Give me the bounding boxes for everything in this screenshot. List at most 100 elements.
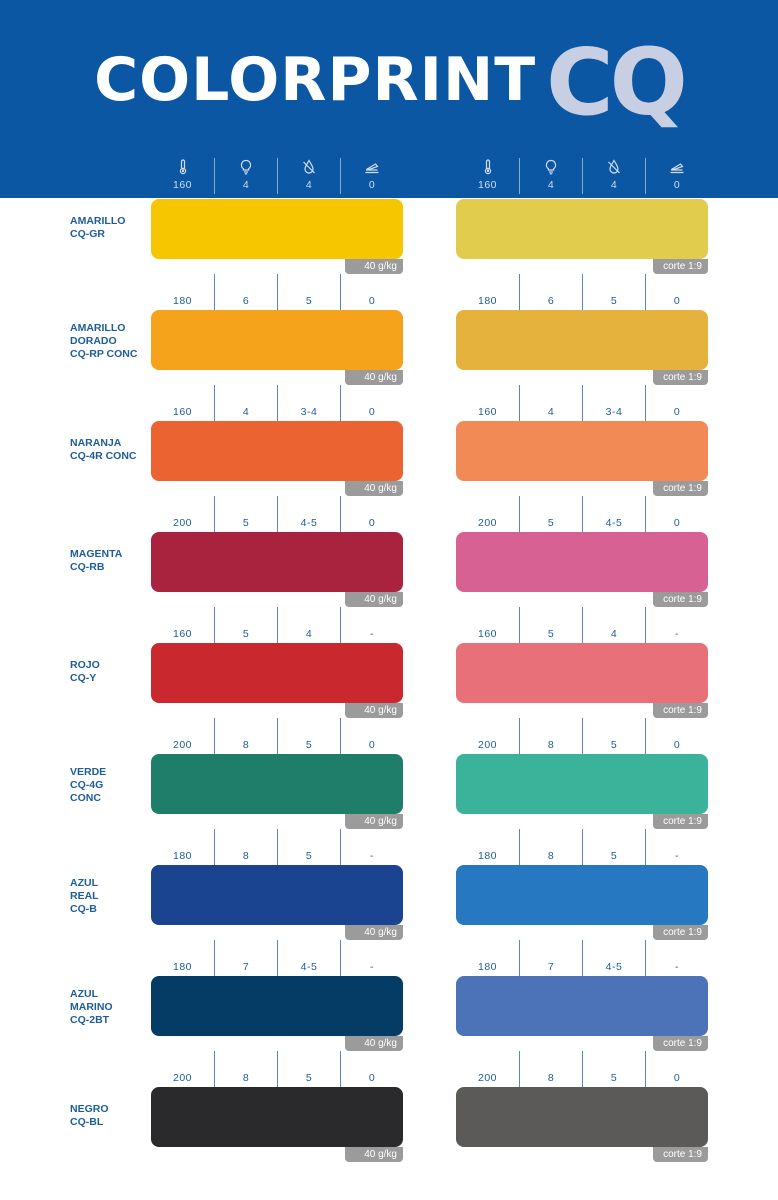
param-cell: 200 (456, 718, 519, 754)
param-value: 180 (172, 850, 193, 862)
bulb-icon (238, 159, 254, 175)
param-value: 8 (242, 850, 250, 862)
param-value: 0 (368, 739, 376, 751)
color-name-label: AZUL MARINO CQ-2BT (70, 988, 150, 1027)
param-cell: 3-4 (277, 385, 340, 421)
color-name-line: CONC (70, 792, 101, 804)
param-cell: 160 (456, 607, 519, 643)
color-name-line: AZUL (70, 988, 98, 1000)
color-name-label: AZUL REAL CQ-B (70, 877, 150, 916)
param-row: 200 8 5 0 (151, 1051, 403, 1087)
color-name-line: ROJO (70, 659, 100, 671)
param-cell: 0 (645, 1051, 708, 1087)
left-dosage-tag: 40 g/kg (345, 592, 403, 607)
param-value: 8 (242, 739, 250, 751)
param-value: 0 (368, 406, 376, 418)
param-value: 200 (477, 739, 498, 751)
param-row: 160 4 3-4 0 (456, 385, 708, 421)
param-cell: 0 (340, 718, 403, 754)
param-value: 160 (477, 406, 498, 418)
right-dosage-tag: corte 1:9 (653, 814, 708, 829)
right-dosage-tag: corte 1:9 (653, 259, 708, 274)
param-value: 4 (547, 406, 555, 418)
color-name-line: REAL (70, 890, 99, 902)
left-dosage-tag: 40 g/kg (345, 925, 403, 940)
color-name-label: AMARILLO DORADO CQ-RP CONC (70, 322, 150, 361)
param-value: - (675, 850, 679, 862)
param-value: 200 (172, 517, 193, 529)
left-color-swatch (151, 310, 403, 370)
param-value: 3-4 (300, 406, 318, 418)
param-cell: 160 (151, 607, 214, 643)
left-color-swatch (151, 643, 403, 703)
param-row: 180 7 4-5 - (151, 940, 403, 976)
right-color-swatch (456, 754, 708, 814)
header-param-row: 160 4 4 0 (456, 158, 708, 194)
param-value: 7 (242, 961, 250, 973)
param-value: 4-5 (300, 961, 318, 973)
param-value: 0 (673, 1072, 681, 1084)
param-value: 0 (368, 1072, 376, 1084)
right-dosage-tag: corte 1:9 (653, 1147, 708, 1162)
param-value: 3-4 (605, 406, 623, 418)
param-cell: 8 (214, 1051, 277, 1087)
color-name-line: NARANJA (70, 437, 122, 449)
param-value: 5 (305, 295, 313, 307)
param-cell: 0 (645, 385, 708, 421)
param-cell: 5 (582, 718, 645, 754)
param-value: 160 (172, 179, 193, 191)
param-cell: 5 (582, 1051, 645, 1087)
param-cell: - (340, 607, 403, 643)
param-value: 0 (673, 406, 681, 418)
param-cell: 5 (277, 1051, 340, 1087)
param-value: 0 (673, 739, 681, 751)
droplet-icon (301, 159, 317, 175)
right-color-swatch (456, 643, 708, 703)
param-row: 160 4 3-4 0 (151, 385, 403, 421)
param-row: 200 5 4-5 0 (151, 496, 403, 532)
right-dosage-tag: corte 1:9 (653, 1036, 708, 1051)
param-cell: 4 (277, 607, 340, 643)
param-cell: 4-5 (277, 940, 340, 976)
param-value: 5 (242, 628, 250, 640)
left-color-swatch (151, 754, 403, 814)
param-value: 180 (477, 961, 498, 973)
color-name-line: CQ-RB (70, 561, 105, 573)
param-row: 180 8 5 - (151, 829, 403, 865)
param-value: 5 (242, 517, 250, 529)
param-value: 160 (477, 179, 498, 191)
param-cell: 200 (151, 718, 214, 754)
param-value: 5 (305, 739, 313, 751)
param-cell: 4 (519, 158, 582, 194)
color-name-line: NEGRO (70, 1103, 109, 1115)
param-value: 5 (305, 850, 313, 862)
param-value: 6 (547, 295, 555, 307)
param-row: 180 6 5 0 (151, 274, 403, 310)
param-value: 4 (305, 628, 313, 640)
param-value: 4-5 (605, 517, 623, 529)
param-value: 200 (477, 517, 498, 529)
left-dosage-tag: 40 g/kg (345, 370, 403, 385)
param-value: 5 (547, 517, 555, 529)
param-cell: 0 (340, 158, 403, 194)
param-value: - (675, 628, 679, 640)
param-cell: 4 (214, 158, 277, 194)
color-name-line: CQ-Y (70, 672, 97, 684)
right-dosage-tag: corte 1:9 (653, 370, 708, 385)
param-cell: 4 (582, 158, 645, 194)
param-row: 200 8 5 0 (456, 1051, 708, 1087)
param-cell: 4-5 (277, 496, 340, 532)
param-value: 180 (172, 961, 193, 973)
param-cell: 5 (582, 274, 645, 310)
color-name-line: CQ-BL (70, 1116, 104, 1128)
param-value: 200 (477, 1072, 498, 1084)
param-row: 180 7 4-5 - (456, 940, 708, 976)
param-cell: 6 (519, 274, 582, 310)
left-color-swatch (151, 976, 403, 1036)
param-cell: 200 (151, 496, 214, 532)
param-value: 4 (305, 179, 313, 191)
left-color-swatch (151, 865, 403, 925)
param-value: 5 (610, 295, 618, 307)
param-cell: 8 (519, 1051, 582, 1087)
color-name-line: AZUL (70, 877, 98, 889)
